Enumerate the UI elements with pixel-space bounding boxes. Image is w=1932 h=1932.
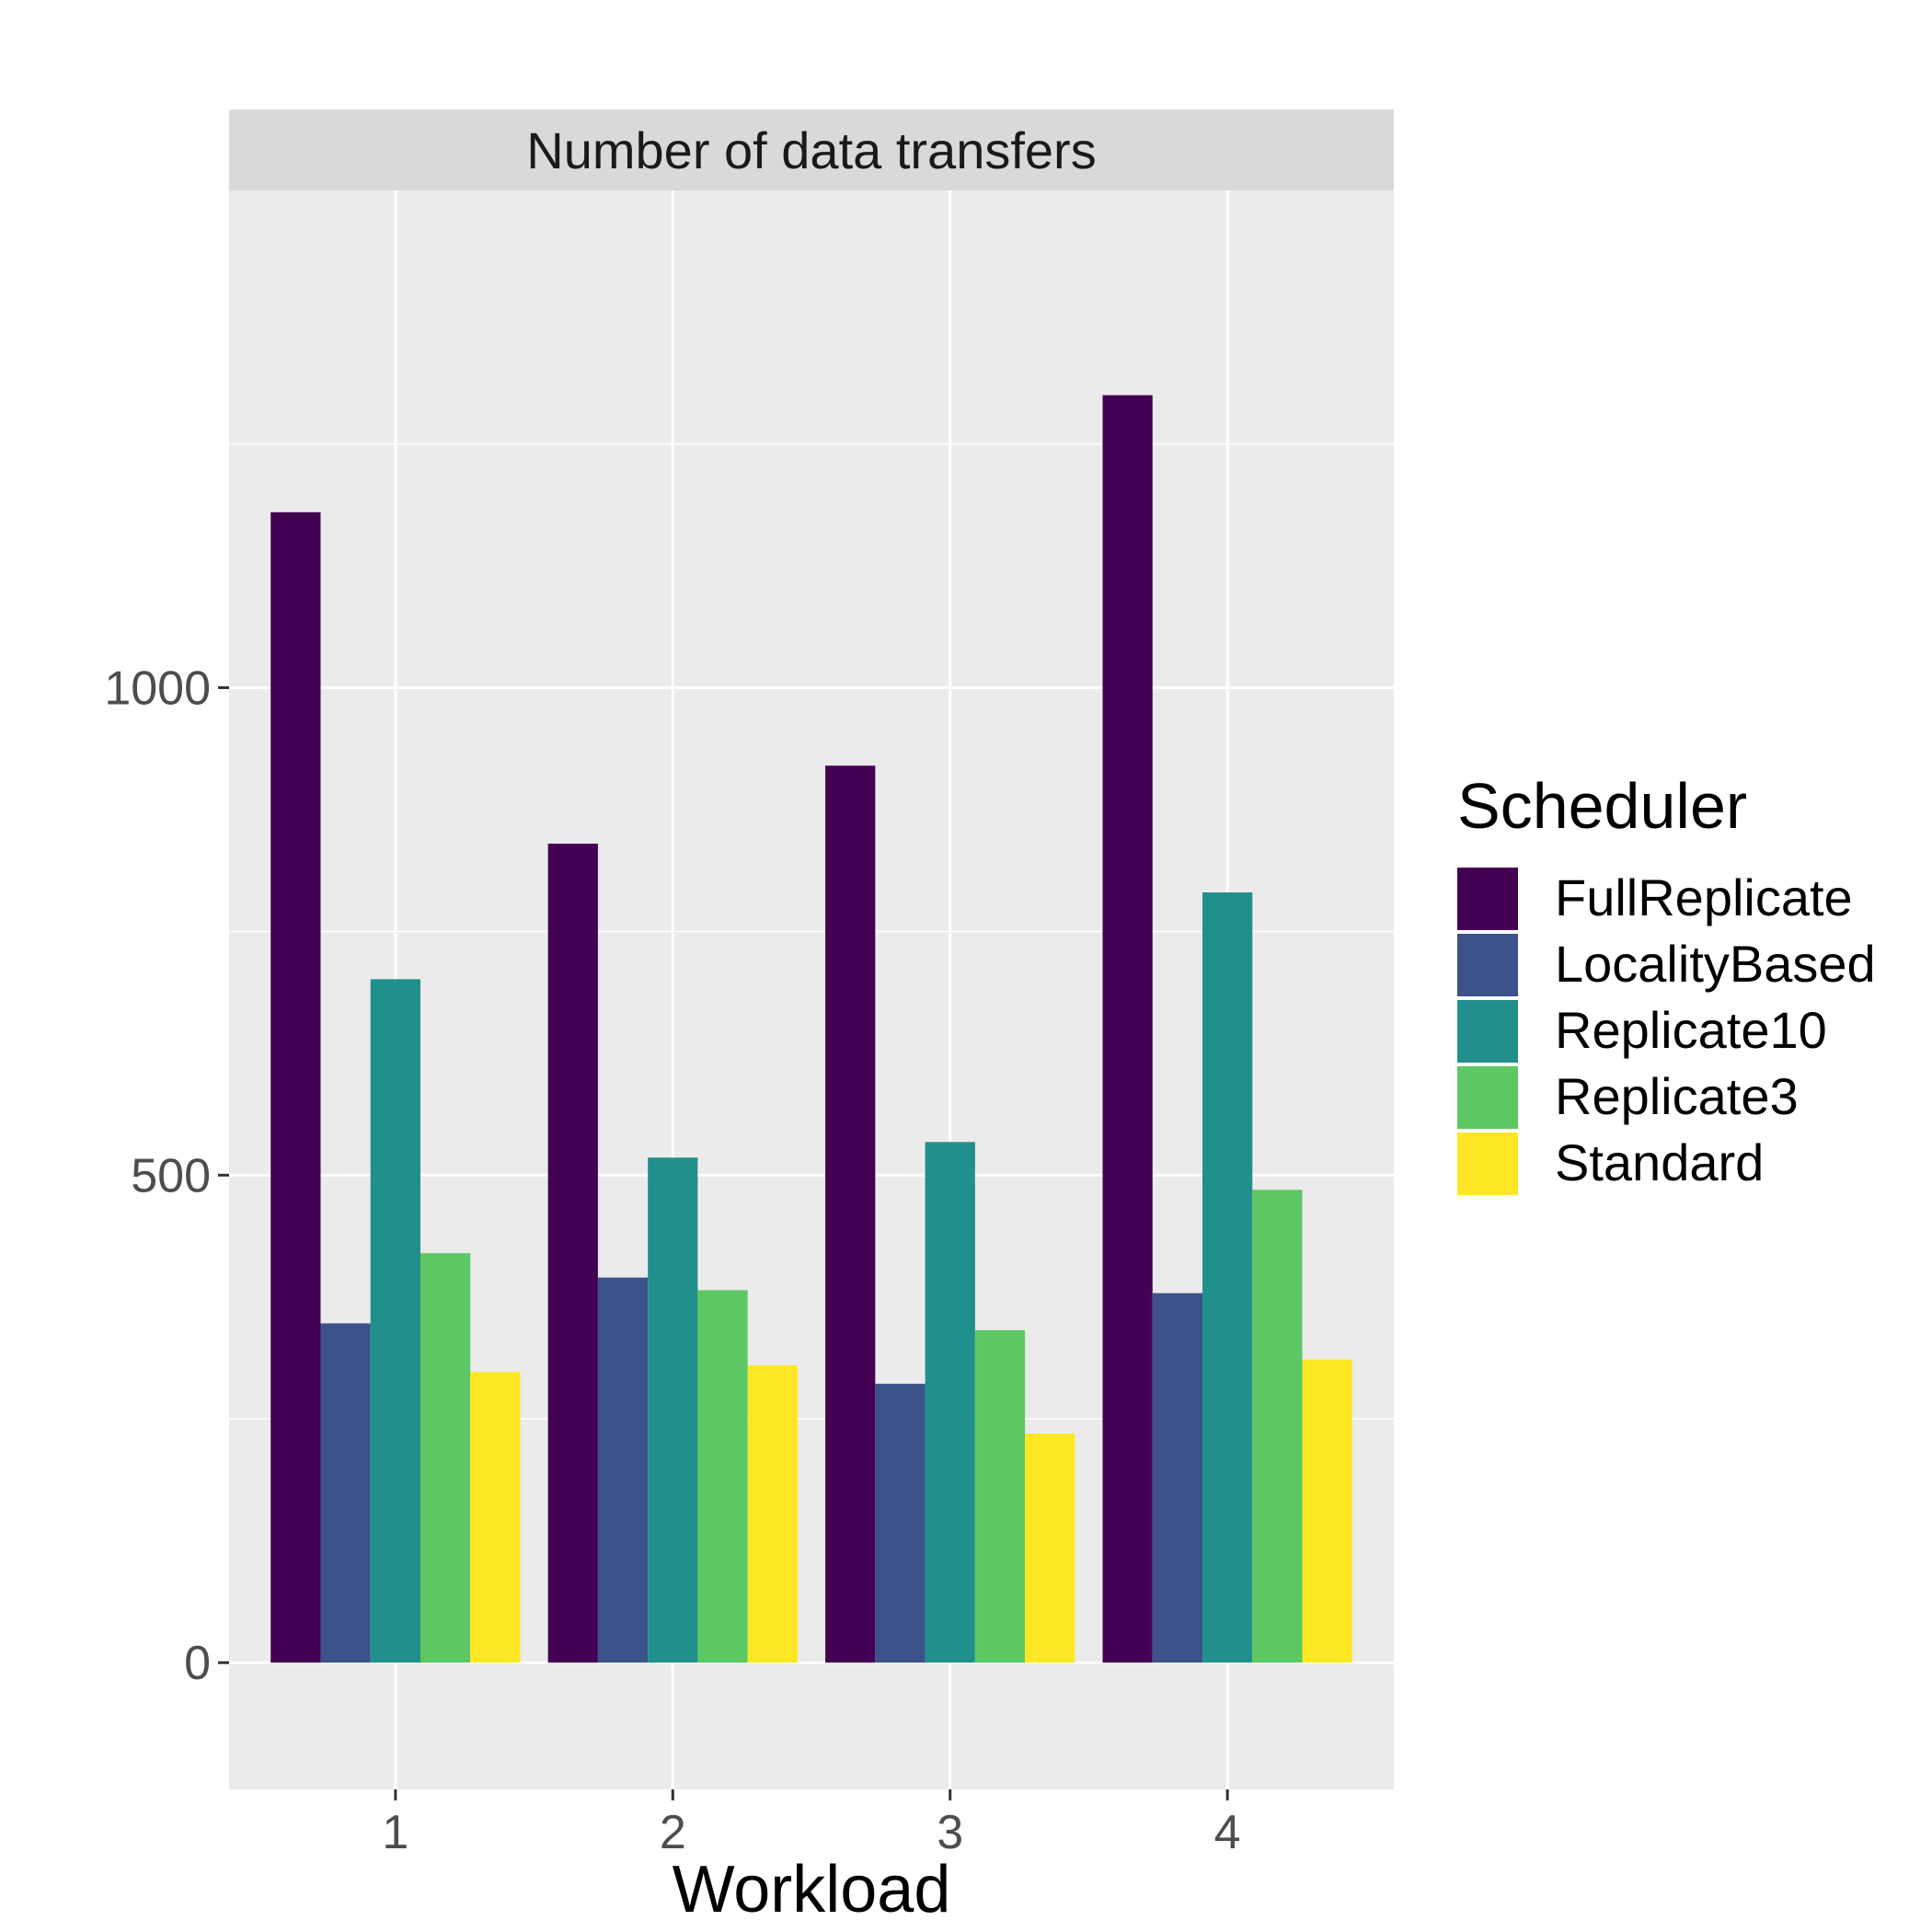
legend-label-Replicate3: Replicate3: [1555, 1067, 1799, 1125]
x-tick-label: 2: [660, 1806, 686, 1859]
bar-Standard-2: [747, 1365, 798, 1663]
bar-Replicate10-2: [648, 1157, 698, 1663]
bar-FullReplicate-4: [1102, 395, 1153, 1663]
bar-FullReplicate-2: [547, 844, 598, 1663]
legend-label-Replicate10: Replicate10: [1555, 1001, 1827, 1059]
bar-Standard-3: [1025, 1433, 1075, 1663]
bar-Replicate3-4: [1252, 1190, 1303, 1663]
legend-title: Scheduler: [1457, 770, 1747, 842]
y-tick-label: 1000: [104, 661, 211, 715]
bars: [270, 395, 1352, 1663]
bar-FullReplicate-1: [270, 512, 321, 1663]
bar-Replicate10-3: [925, 1142, 975, 1663]
x-tick-label: 3: [937, 1806, 963, 1859]
legend-key-Replicate3: [1457, 1066, 1518, 1129]
legend: Scheduler FullReplicate LocalityBased Repl…: [1457, 770, 1876, 1195]
legend-key-LocalityBased: [1457, 934, 1518, 996]
x-axis-title: Workload: [673, 1853, 951, 1926]
y-axis: 0 500 1000: [104, 661, 229, 1690]
bar-Replicate3-2: [697, 1290, 748, 1663]
bar-Replicate10-1: [370, 979, 420, 1663]
bar-LocalityBased-2: [597, 1277, 649, 1663]
bar-FullReplicate-3: [825, 765, 876, 1663]
bar-LocalityBased-4: [1152, 1293, 1203, 1663]
bar-Standard-1: [470, 1372, 521, 1663]
bar-Replicate10-4: [1202, 892, 1253, 1663]
legend-key-FullReplicate: [1457, 868, 1518, 930]
facet-strip: [229, 109, 1394, 190]
bar-LocalityBased-3: [875, 1384, 926, 1663]
legend-key-Replicate10: [1457, 1000, 1518, 1063]
bar-Replicate3-3: [974, 1329, 1026, 1663]
y-tick-label: 500: [131, 1149, 211, 1202]
bar-LocalityBased-1: [320, 1323, 371, 1663]
bar-Standard-4: [1302, 1359, 1352, 1663]
bar-Replicate3-1: [420, 1253, 471, 1663]
x-tick-label: 1: [382, 1806, 408, 1859]
legend-label-FullReplicate: FullReplicate: [1555, 868, 1853, 926]
legend-key-Standard: [1457, 1133, 1518, 1195]
legend-label-LocalityBased: LocalityBased: [1555, 935, 1876, 993]
facet-label: Number of data transfers: [526, 121, 1096, 179]
x-tick-label: 4: [1214, 1806, 1241, 1859]
legend-label-Standard: Standard: [1555, 1133, 1764, 1191]
x-axis: 1 2 3 4: [382, 1789, 1241, 1859]
y-tick-label: 0: [184, 1637, 211, 1690]
